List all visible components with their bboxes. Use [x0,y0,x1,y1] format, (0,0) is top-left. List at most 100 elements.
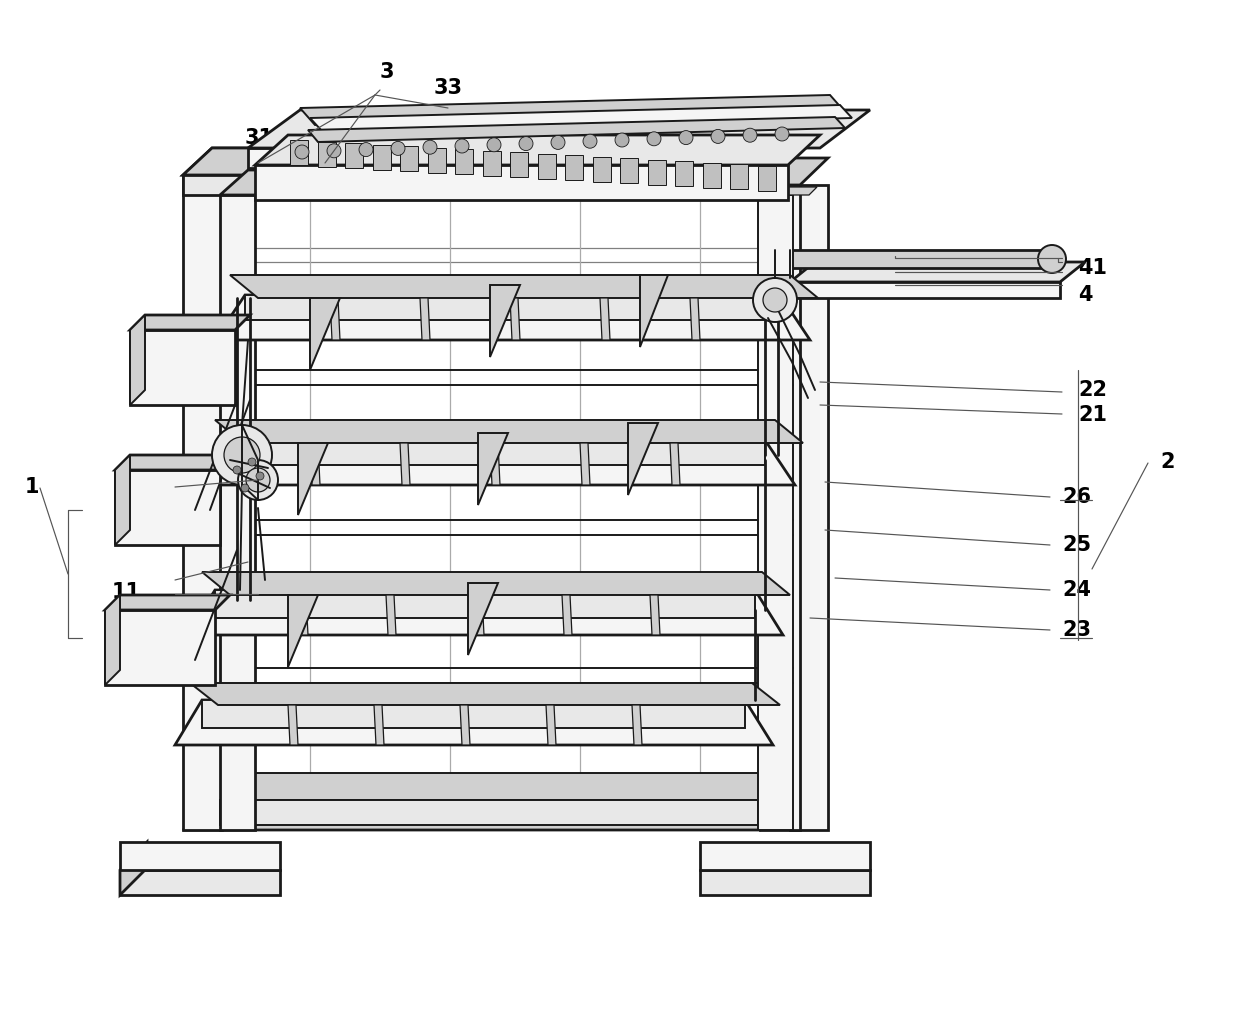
Polygon shape [248,148,786,168]
Polygon shape [219,773,785,800]
Circle shape [1038,245,1066,272]
Polygon shape [298,443,329,515]
Text: 41: 41 [1078,258,1107,278]
Polygon shape [310,443,320,485]
Polygon shape [474,595,484,635]
Polygon shape [675,161,693,186]
Circle shape [360,143,373,157]
Polygon shape [620,158,639,183]
Polygon shape [184,175,222,830]
Polygon shape [130,315,145,405]
Polygon shape [687,187,745,194]
Polygon shape [228,440,765,465]
Polygon shape [184,148,248,175]
Polygon shape [229,275,818,298]
Polygon shape [255,187,312,194]
Polygon shape [300,95,844,125]
Polygon shape [420,298,430,340]
Polygon shape [215,420,804,443]
Polygon shape [120,842,280,870]
Circle shape [455,139,469,153]
Polygon shape [670,443,680,485]
Polygon shape [580,443,590,485]
Circle shape [255,472,264,480]
Polygon shape [758,165,775,190]
Polygon shape [202,572,790,595]
Polygon shape [640,275,668,347]
Circle shape [763,288,787,312]
Circle shape [212,425,272,485]
Polygon shape [310,105,852,131]
Polygon shape [202,700,745,728]
Text: 1: 1 [25,477,40,497]
Polygon shape [600,298,610,340]
Polygon shape [510,298,520,340]
Polygon shape [546,705,556,745]
Polygon shape [219,194,255,830]
Polygon shape [401,146,418,171]
Polygon shape [115,470,219,545]
Polygon shape [120,870,280,895]
Circle shape [248,458,255,466]
Polygon shape [460,705,470,745]
Text: 2: 2 [1159,452,1174,472]
Polygon shape [105,595,229,610]
Polygon shape [730,164,748,189]
Polygon shape [184,175,760,194]
Polygon shape [248,110,870,148]
Circle shape [391,142,405,155]
Circle shape [295,145,309,159]
Polygon shape [537,154,556,178]
Polygon shape [510,152,528,177]
Polygon shape [471,187,529,194]
Polygon shape [255,165,787,200]
Text: 11: 11 [112,582,141,602]
Polygon shape [255,135,820,165]
Circle shape [233,466,241,474]
Polygon shape [327,187,384,194]
Polygon shape [758,194,794,830]
Polygon shape [490,285,520,357]
Polygon shape [482,151,501,175]
Polygon shape [330,298,340,340]
Polygon shape [288,595,317,667]
Polygon shape [290,140,308,165]
Polygon shape [219,800,758,825]
Polygon shape [543,187,601,194]
Text: 33: 33 [434,78,463,98]
Text: 26: 26 [1061,487,1091,506]
Circle shape [520,137,533,151]
Polygon shape [593,156,610,181]
Polygon shape [703,162,720,187]
Polygon shape [105,610,215,685]
Polygon shape [184,803,787,830]
Circle shape [487,138,501,152]
Circle shape [753,278,797,322]
Circle shape [680,131,693,145]
Circle shape [583,134,596,148]
Polygon shape [120,842,148,895]
Circle shape [327,144,341,158]
Polygon shape [689,298,701,340]
Text: 31: 31 [246,128,274,148]
Polygon shape [428,148,445,172]
Circle shape [711,130,725,144]
Circle shape [551,136,565,149]
Polygon shape [298,595,308,635]
Polygon shape [701,870,870,895]
Text: 32: 32 [317,128,347,148]
Circle shape [238,460,278,500]
Polygon shape [219,170,280,194]
Polygon shape [565,155,583,180]
Text: 12: 12 [112,477,141,497]
Polygon shape [455,149,472,174]
Circle shape [647,132,661,146]
Text: 3: 3 [379,62,394,82]
Polygon shape [490,443,500,485]
Polygon shape [790,250,1050,268]
Polygon shape [198,440,795,485]
Circle shape [615,133,629,147]
Polygon shape [372,145,391,169]
Polygon shape [310,298,340,370]
Polygon shape [760,158,828,185]
